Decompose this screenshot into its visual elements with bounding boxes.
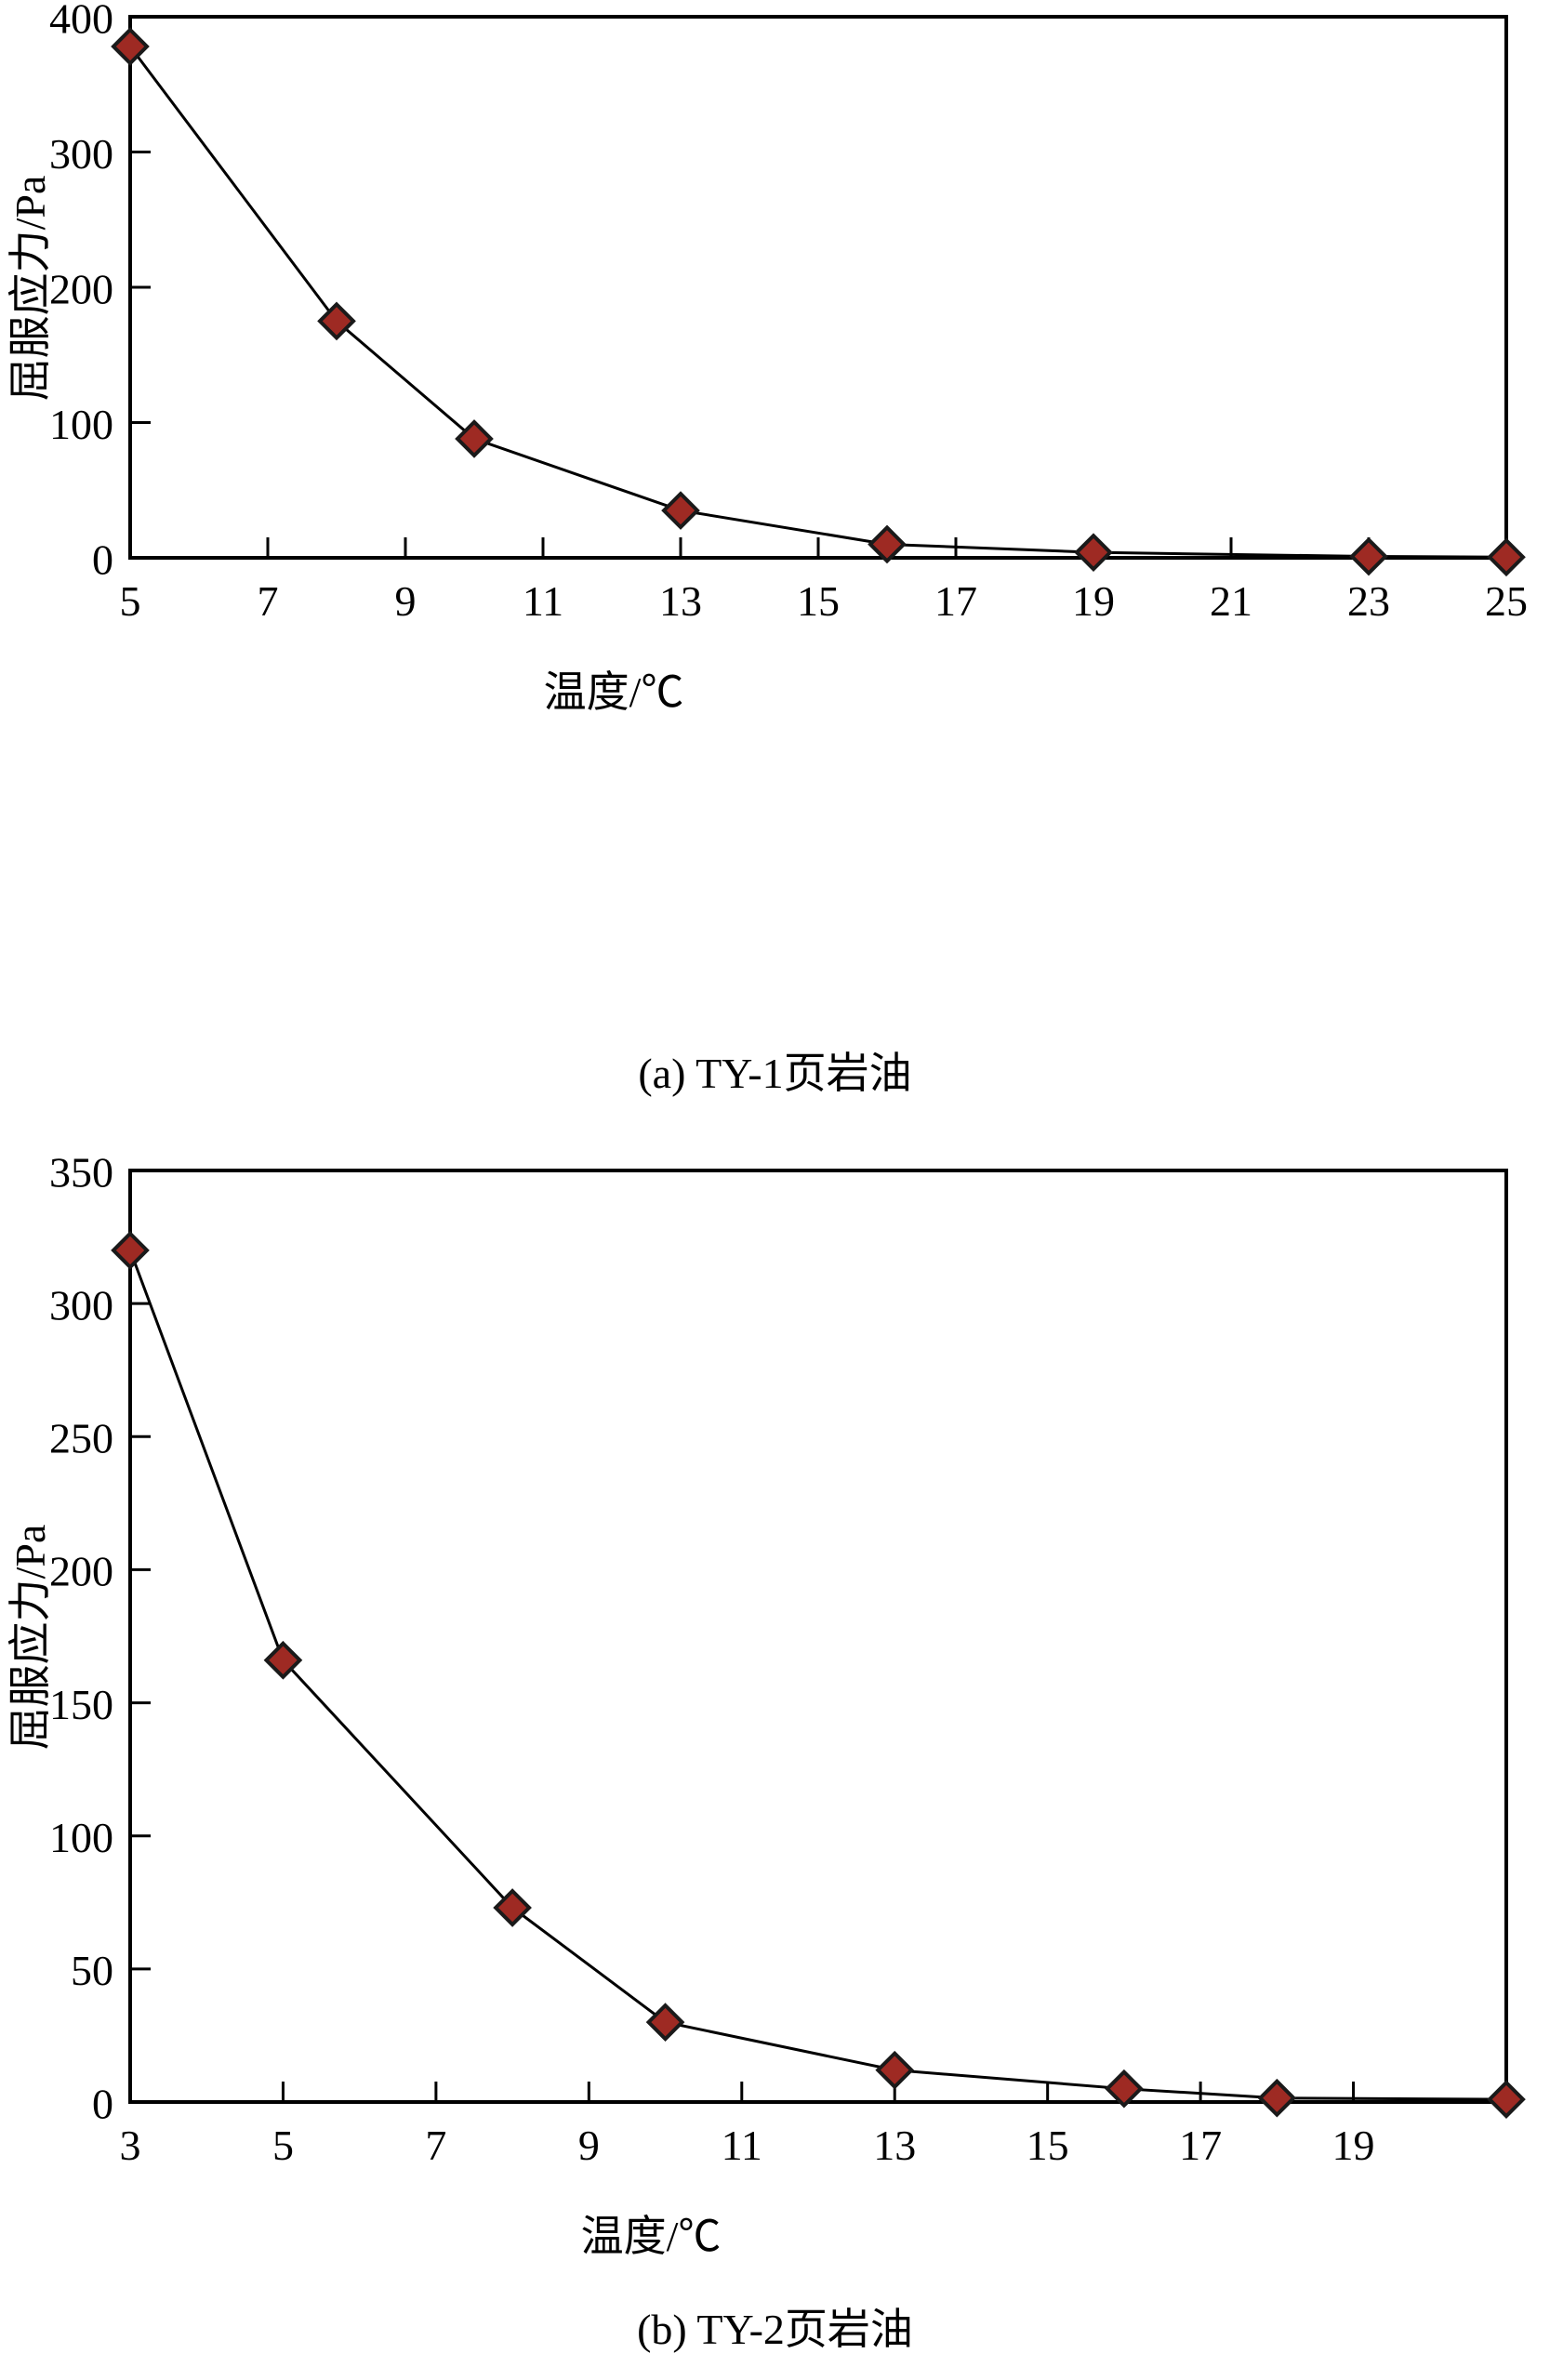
data-point-marker (875, 2050, 915, 2090)
y-tick-label: 200 (49, 265, 113, 312)
x-tick-label: 11 (722, 2122, 762, 2169)
x-tick-label: 5 (120, 577, 141, 625)
panel-a-plot: 5 7 9 11 13 15 17 19 21 23 25 0 100 200 300 400 温度/℃ 屈服应力… (0, 0, 1550, 1051)
y-tick-label: 100 (49, 1814, 113, 1861)
x-tick-label: 7 (258, 577, 279, 625)
x-tick-label: 5 (272, 2122, 294, 2169)
y-tick-label: 300 (49, 1281, 113, 1329)
data-point-marker (493, 1887, 532, 1927)
x-axis-title: 温度/℃ (581, 2213, 722, 2260)
y-axis-title: 屈服应力/Pa (7, 1524, 54, 1750)
x-tick-label: 11 (523, 577, 563, 625)
x-tick-label: 17 (934, 577, 977, 625)
x-tick-label: 19 (1072, 577, 1115, 625)
panel-b: 3 5 7 9 11 13 15 17 19 0 50 100 150 200 250 300 350 温度/℃ 屈… (0, 1154, 1550, 2354)
x-tick-label: 13 (873, 2122, 916, 2169)
data-point-marker (868, 524, 907, 564)
x-tick-label: 23 (1347, 577, 1390, 625)
x-tick-label: 15 (797, 577, 840, 625)
data-point-marker (317, 301, 356, 341)
panel-a-caption: (a) TY-1页岩油 (638, 1050, 912, 1097)
y-tick-label: 0 (92, 2080, 113, 2127)
x-tick-label: 25 (1485, 577, 1528, 625)
x-tick-label: 21 (1210, 577, 1252, 625)
data-point-marker (263, 1640, 303, 1680)
y-tick-label: 250 (49, 1414, 113, 1461)
data-point-marker (111, 27, 150, 66)
data-point-marker (645, 2002, 685, 2042)
x-tick-label: 9 (578, 2122, 600, 2169)
y-tick-label: 350 (49, 1154, 113, 1196)
x-axis-title: 温度/℃ (544, 668, 684, 716)
data-point-marker (455, 419, 494, 458)
x-tick-label: 7 (425, 2122, 446, 2169)
data-point-marker (1487, 537, 1526, 577)
chart-b-svg: 3 5 7 9 11 13 15 17 19 0 50 100 150 200 250 300 350 温度/℃ 屈… (7, 1154, 1526, 2260)
x-tick-label: 3 (120, 2122, 141, 2169)
data-point-marker (1257, 2078, 1297, 2118)
data-point-marker (661, 491, 700, 530)
data-point-marker (111, 1230, 150, 1270)
data-point-marker (1487, 2079, 1526, 2119)
x-tick-label: 17 (1179, 2122, 1222, 2169)
y-tick-label: 300 (49, 130, 113, 178)
x-tick-label: 13 (659, 577, 702, 625)
y-tick-label: 400 (49, 0, 113, 42)
y-tick-label: 150 (49, 1680, 113, 1727)
data-point-marker (1074, 533, 1113, 573)
y-tick-label: 100 (49, 401, 113, 448)
series-line (128, 46, 1507, 559)
data-point-marker (1105, 2069, 1144, 2109)
x-tick-label: 15 (1027, 2122, 1069, 2169)
panel-b-caption: (b) TY-2页岩油 (637, 2305, 913, 2353)
x-tick-label: 19 (1332, 2122, 1375, 2169)
y-tick-label: 200 (49, 1547, 113, 1594)
plot-frame (128, 1168, 1508, 2104)
plot-frame (128, 15, 1508, 560)
data-point-marker (1349, 536, 1388, 576)
y-tick-label: 0 (92, 536, 113, 583)
chart-a-svg: 5 7 9 11 13 15 17 19 21 23 25 0 100 200 300 400 温度/℃ 屈服应力… (7, 0, 1528, 716)
x-tick-label: 9 (395, 577, 417, 625)
panel-b-plot: 3 5 7 9 11 13 15 17 19 0 50 100 150 200 250 300 350 温度/℃ 屈… (0, 1154, 1550, 2307)
panel-a: 5 7 9 11 13 15 17 19 21 23 25 0 100 200 300 400 温度/℃ 屈服应力… (0, 0, 1550, 1098)
series-line (128, 1249, 1507, 2101)
y-axis-title: 屈服应力/Pa (7, 176, 54, 402)
y-tick-label: 50 (71, 1947, 113, 1994)
